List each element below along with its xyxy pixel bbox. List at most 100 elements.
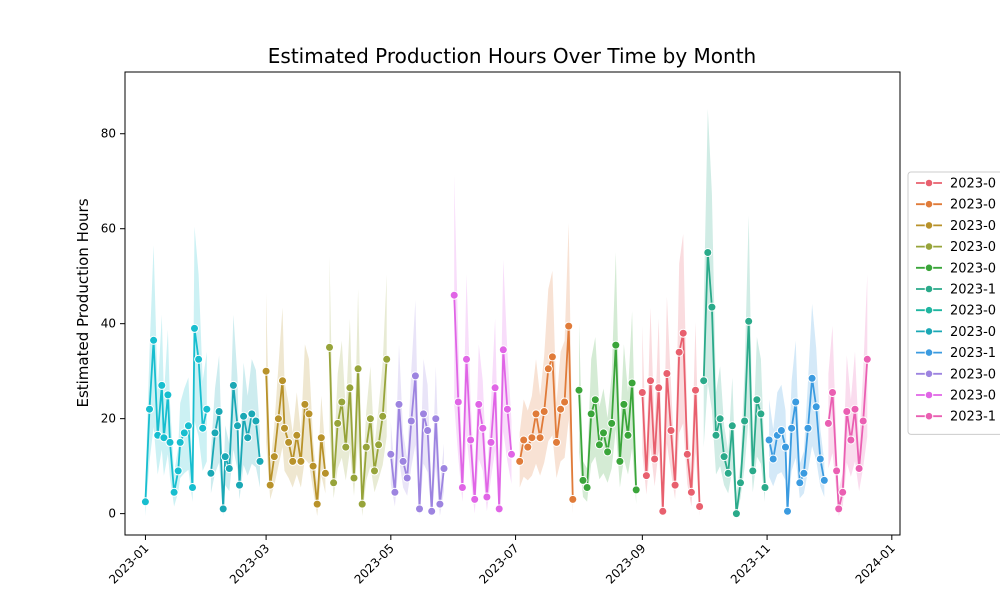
series-line-5 [389, 375, 445, 513]
data-point [662, 369, 672, 378]
data-point [427, 506, 437, 516]
confidence-band-3 [266, 292, 326, 516]
data-point [678, 328, 688, 338]
data-point [247, 409, 257, 419]
legend-entry-label: 2023-0 [950, 389, 996, 404]
data-point [646, 376, 655, 386]
legend-entry-label: 2023-0 [950, 367, 996, 382]
data-point [654, 383, 664, 393]
legend-swatch-marker [924, 263, 934, 273]
y-tick-label: 0 [108, 507, 116, 521]
data-point [329, 478, 339, 488]
data-point [731, 509, 741, 519]
data-point [531, 409, 541, 419]
series-line-10 [702, 251, 766, 515]
data-point [615, 456, 625, 466]
data-point [198, 423, 208, 433]
confidence-band-10 [703, 108, 765, 517]
data-point [502, 404, 512, 414]
data-point [819, 475, 829, 485]
data-point [165, 437, 175, 447]
data-point [686, 487, 696, 497]
data-point [781, 442, 790, 452]
data-point [292, 430, 302, 440]
data-point [457, 483, 467, 492]
legend-entry-label: 2023-0 [950, 240, 996, 255]
data-point [349, 473, 359, 483]
data-point [179, 428, 189, 438]
data-point [243, 433, 253, 443]
data-point [752, 395, 762, 405]
data-point [175, 437, 185, 447]
data-point [235, 480, 244, 490]
data-point [850, 404, 860, 414]
data-point [791, 397, 801, 407]
data-point [304, 409, 314, 419]
legend-box [907, 171, 1000, 435]
data-point [345, 383, 355, 393]
data-point [641, 471, 651, 481]
data-point [670, 480, 680, 490]
legend-swatch-marker [924, 390, 934, 400]
data-point [803, 423, 813, 433]
data-point [251, 416, 261, 426]
data-point [140, 497, 150, 507]
data-point [799, 468, 809, 478]
confidence-band-1 [145, 226, 207, 516]
data-point [183, 421, 193, 431]
data-point [658, 506, 668, 516]
data-point [828, 388, 837, 397]
legend: 2023-0 2023-0 2023-0 2023-0 2023-0 2023-1 2023… [907, 171, 1000, 435]
data-point [474, 399, 484, 409]
data-point [807, 373, 817, 383]
data-point [470, 494, 480, 504]
data-point [611, 340, 621, 350]
data-point [854, 464, 864, 473]
data-point [423, 426, 433, 435]
legend-entry-label: 2023-0 [950, 177, 996, 192]
data-point [783, 506, 792, 516]
data-point [590, 395, 600, 405]
data-point [188, 483, 197, 492]
data-point [556, 404, 566, 414]
data-point [406, 416, 416, 426]
data-point [239, 411, 249, 421]
data-point [325, 342, 334, 352]
data-point [353, 364, 363, 374]
data-point [337, 397, 347, 407]
legend-entry-label: 2023-0 [950, 304, 996, 319]
data-point [194, 354, 204, 364]
data-point [862, 354, 872, 364]
data-point [214, 407, 224, 416]
data-point [206, 468, 216, 478]
data-point [280, 423, 289, 433]
data-point [300, 399, 310, 409]
data-point [490, 383, 500, 393]
series-lines [140, 248, 872, 519]
data-point [218, 504, 228, 514]
data-point [378, 411, 388, 421]
data-point [768, 454, 778, 464]
data-point [568, 494, 578, 504]
data-point [586, 409, 596, 419]
data-point [273, 414, 283, 424]
plot-frame [124, 71, 901, 536]
data-point [419, 409, 428, 419]
data-point [519, 435, 529, 445]
data-point [233, 421, 242, 431]
data-point [159, 433, 169, 443]
data-point [466, 435, 476, 445]
data-point [619, 399, 629, 409]
data-point [748, 466, 758, 476]
data-point [578, 475, 588, 485]
x-tick-label: 2023-11 [728, 541, 773, 586]
data-point [365, 414, 375, 424]
y-axis-label: Estimated Production Hours [74, 198, 92, 407]
legend-entry-label: 2023-0 [950, 198, 996, 213]
data-point [594, 440, 604, 450]
data-point [374, 440, 384, 450]
data-point [278, 376, 287, 386]
data-point [699, 376, 709, 386]
data-point [265, 480, 275, 490]
